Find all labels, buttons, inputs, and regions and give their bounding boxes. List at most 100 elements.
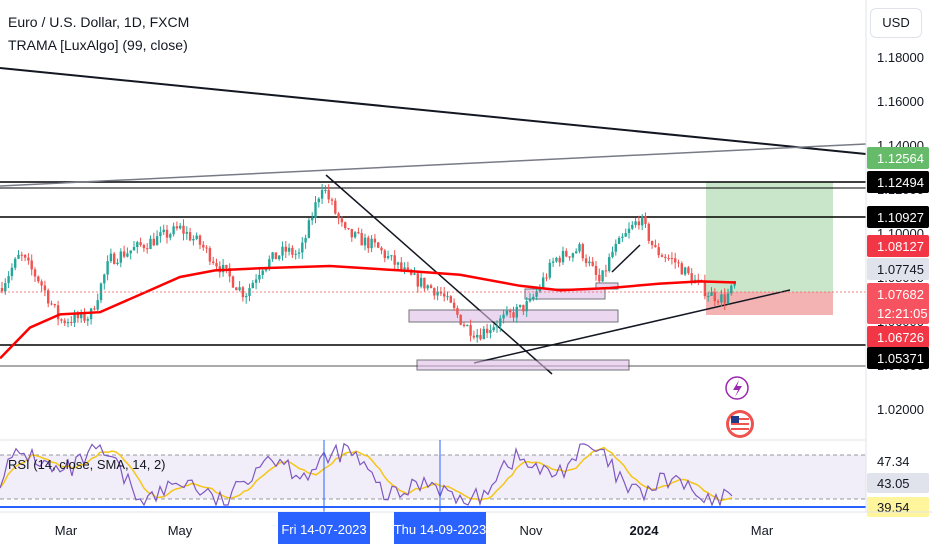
candle	[66, 318, 70, 328]
candle	[238, 281, 241, 292]
candle	[571, 252, 575, 262]
loss-zone[interactable]	[706, 292, 833, 315]
candle	[360, 228, 363, 246]
lightning-icon[interactable]	[725, 376, 749, 400]
profit-zone[interactable]	[706, 182, 833, 292]
us-flag-icon[interactable]	[726, 410, 754, 438]
candle	[631, 221, 634, 231]
candle	[116, 258, 119, 266]
rsi-label[interactable]: RSI (14, close, SMA, 14, 2)	[8, 457, 166, 472]
candle	[403, 262, 406, 275]
candle	[10, 263, 14, 281]
candle	[614, 239, 617, 256]
candle	[654, 239, 657, 248]
candle	[657, 243, 660, 258]
candle	[284, 241, 287, 259]
currency-button[interactable]: USD	[870, 8, 922, 38]
trendline-long-up[interactable]	[0, 143, 867, 187]
candle	[416, 271, 419, 293]
price-tag-label: 1.08127	[877, 239, 924, 254]
candle	[340, 216, 344, 227]
price-tag[interactable]: 12:21:05	[867, 302, 929, 324]
price-tag[interactable]: 1.08127	[867, 235, 929, 257]
candle	[198, 234, 202, 250]
candle	[317, 197, 320, 208]
rsi-tag[interactable]: 47.34	[877, 454, 910, 469]
candle	[80, 309, 83, 323]
candle	[337, 211, 340, 225]
price-tag[interactable]: 1.07745	[867, 258, 929, 280]
candle	[377, 241, 380, 249]
time-axis[interactable]: Mar May Nov 2024 Mar Fri 14-07-2023 Thu 14-09-…	[55, 512, 774, 544]
candle	[208, 246, 212, 266]
candle	[505, 306, 509, 317]
candle	[452, 298, 456, 311]
candle	[707, 292, 710, 302]
price-tag[interactable]: 1.05371	[867, 347, 929, 369]
indicator-label[interactable]: TRAMA [LuxAlgo] (99, close)	[8, 37, 188, 53]
candle	[99, 282, 103, 304]
candle	[509, 308, 512, 318]
candle	[489, 324, 492, 339]
candle	[439, 286, 443, 297]
candle	[730, 284, 733, 296]
candle	[14, 257, 17, 271]
rsi-tag[interactable]: 39.54	[867, 497, 929, 517]
candle	[344, 221, 347, 231]
price-tag[interactable]: 1.12564	[867, 147, 929, 169]
crosshair-date-label: Fri 14-07-2023	[278, 512, 370, 544]
candle	[93, 305, 96, 311]
candle	[621, 233, 624, 242]
candle	[363, 233, 367, 251]
candle	[162, 224, 165, 235]
symbol-title[interactable]: Euro / U.S. Dollar, 1D, FXCM	[8, 14, 190, 30]
trendline-support[interactable]	[473, 289, 791, 364]
candle	[324, 185, 327, 194]
candle	[212, 256, 215, 265]
candle	[518, 304, 522, 309]
price-tag[interactable]: 1.12494	[867, 171, 929, 193]
candle	[278, 255, 281, 261]
candle	[175, 221, 179, 231]
candle	[429, 283, 433, 289]
candle	[182, 219, 185, 241]
candle	[367, 235, 370, 253]
crosshair-date-text: Thu 14-09-2023	[394, 522, 487, 537]
candle	[370, 235, 373, 253]
candle	[436, 286, 439, 301]
candle	[598, 268, 601, 284]
candle	[703, 274, 707, 300]
candle	[472, 330, 476, 340]
candle	[152, 232, 155, 247]
zone-box-3[interactable]	[416, 359, 630, 371]
candle	[307, 217, 311, 239]
trendline-small[interactable]	[611, 244, 641, 273]
price-tag[interactable]: 1.10927	[867, 206, 929, 228]
candle	[294, 250, 297, 260]
candle	[27, 253, 30, 265]
candle	[251, 280, 254, 289]
rsi-tag[interactable]: 43.05	[867, 473, 929, 493]
trendline-long-down[interactable]	[0, 67, 867, 155]
candle	[327, 184, 330, 204]
candle	[241, 285, 245, 302]
candle	[545, 273, 548, 282]
candle	[443, 287, 446, 302]
candle	[588, 256, 591, 267]
price-tag[interactable]: 1.07682	[867, 283, 929, 305]
candle	[680, 261, 683, 275]
price-tag-label: 1.07745	[877, 262, 924, 277]
time-label: May	[168, 523, 193, 538]
candle	[522, 304, 525, 316]
price-tag[interactable]: 1.06726	[867, 326, 929, 348]
candle	[205, 245, 208, 254]
trama-line	[0, 264, 737, 360]
candle	[63, 318, 66, 326]
candle	[235, 286, 238, 291]
candle	[40, 279, 43, 292]
candle	[33, 267, 37, 283]
candle	[334, 198, 337, 215]
candle	[604, 264, 608, 277]
